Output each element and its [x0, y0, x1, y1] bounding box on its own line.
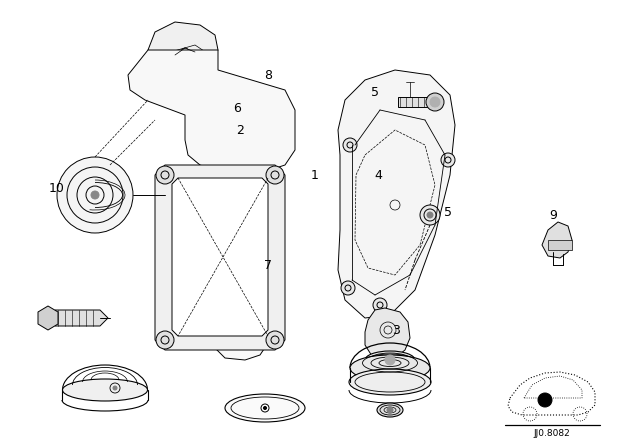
Text: 3: 3 — [392, 323, 400, 336]
Ellipse shape — [349, 369, 431, 395]
Circle shape — [266, 331, 284, 349]
Text: 10: 10 — [49, 181, 65, 194]
Circle shape — [385, 355, 395, 365]
Polygon shape — [172, 178, 268, 336]
Ellipse shape — [225, 394, 305, 422]
Text: 1: 1 — [311, 168, 319, 181]
Ellipse shape — [377, 403, 403, 417]
Text: 5: 5 — [371, 86, 379, 99]
Polygon shape — [148, 22, 218, 65]
Text: JJ0.8082: JJ0.8082 — [534, 428, 570, 438]
Circle shape — [341, 281, 355, 295]
Circle shape — [264, 406, 266, 409]
Text: 2: 2 — [236, 124, 244, 137]
Polygon shape — [548, 240, 572, 250]
Ellipse shape — [63, 379, 147, 401]
Circle shape — [113, 386, 117, 390]
Circle shape — [420, 205, 440, 225]
Circle shape — [441, 153, 455, 167]
Circle shape — [387, 407, 393, 413]
Circle shape — [91, 191, 99, 199]
Circle shape — [430, 97, 440, 107]
Text: 4: 4 — [374, 168, 382, 181]
Text: 8: 8 — [264, 69, 272, 82]
Polygon shape — [155, 165, 285, 350]
Text: 7: 7 — [264, 258, 272, 271]
Circle shape — [426, 93, 444, 111]
Circle shape — [266, 166, 284, 184]
Polygon shape — [365, 308, 410, 360]
Circle shape — [156, 331, 174, 349]
Polygon shape — [542, 222, 572, 258]
Polygon shape — [128, 50, 295, 360]
Polygon shape — [338, 70, 455, 318]
Polygon shape — [398, 97, 430, 107]
Circle shape — [373, 298, 387, 312]
Text: 5: 5 — [444, 206, 452, 219]
Circle shape — [343, 138, 357, 152]
Text: 6: 6 — [233, 102, 241, 115]
Polygon shape — [55, 310, 108, 326]
Circle shape — [427, 212, 433, 218]
Polygon shape — [38, 306, 58, 330]
Text: 9: 9 — [549, 208, 557, 221]
Ellipse shape — [350, 355, 430, 381]
Circle shape — [57, 157, 133, 233]
Circle shape — [156, 166, 174, 184]
Ellipse shape — [365, 351, 415, 369]
Circle shape — [538, 393, 552, 407]
